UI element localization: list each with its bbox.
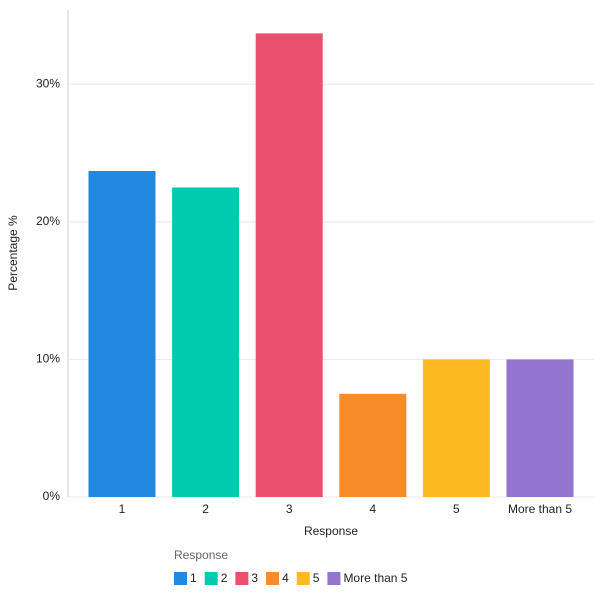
bar bbox=[88, 170, 156, 497]
bar bbox=[255, 33, 323, 498]
legend-label: 5 bbox=[313, 571, 320, 585]
x-tick-label: 1 bbox=[119, 502, 126, 516]
x-tick-label: 3 bbox=[286, 502, 293, 516]
legend-label: 2 bbox=[221, 571, 228, 585]
y-axis-label: Percentage % bbox=[6, 215, 20, 291]
bar bbox=[422, 359, 490, 497]
y-tick-label: 30% bbox=[36, 76, 60, 90]
legend-swatch bbox=[266, 572, 280, 585]
y-tick-label: 10% bbox=[36, 352, 60, 366]
legend-swatch bbox=[204, 572, 218, 585]
x-axis-label: Response bbox=[304, 524, 358, 538]
y-tick-label: 20% bbox=[36, 214, 60, 228]
bar bbox=[339, 393, 407, 497]
legend-swatch bbox=[327, 572, 341, 585]
legend-label: 1 bbox=[190, 571, 197, 585]
legend-swatch bbox=[296, 572, 310, 585]
bar bbox=[506, 359, 574, 497]
bar bbox=[172, 187, 240, 497]
legend-label: More than 5 bbox=[343, 571, 407, 585]
legend-title: Response bbox=[174, 548, 228, 562]
legend-label: 4 bbox=[282, 571, 289, 585]
x-tick-label: More than 5 bbox=[508, 502, 572, 516]
legend-swatch bbox=[174, 572, 187, 585]
x-tick-label: 2 bbox=[202, 502, 209, 516]
legend-swatch bbox=[235, 572, 249, 585]
legend-label: 3 bbox=[251, 571, 258, 585]
y-tick-label: 0% bbox=[43, 489, 61, 503]
x-tick-label: 4 bbox=[369, 502, 376, 516]
x-tick-label: 5 bbox=[453, 502, 460, 516]
